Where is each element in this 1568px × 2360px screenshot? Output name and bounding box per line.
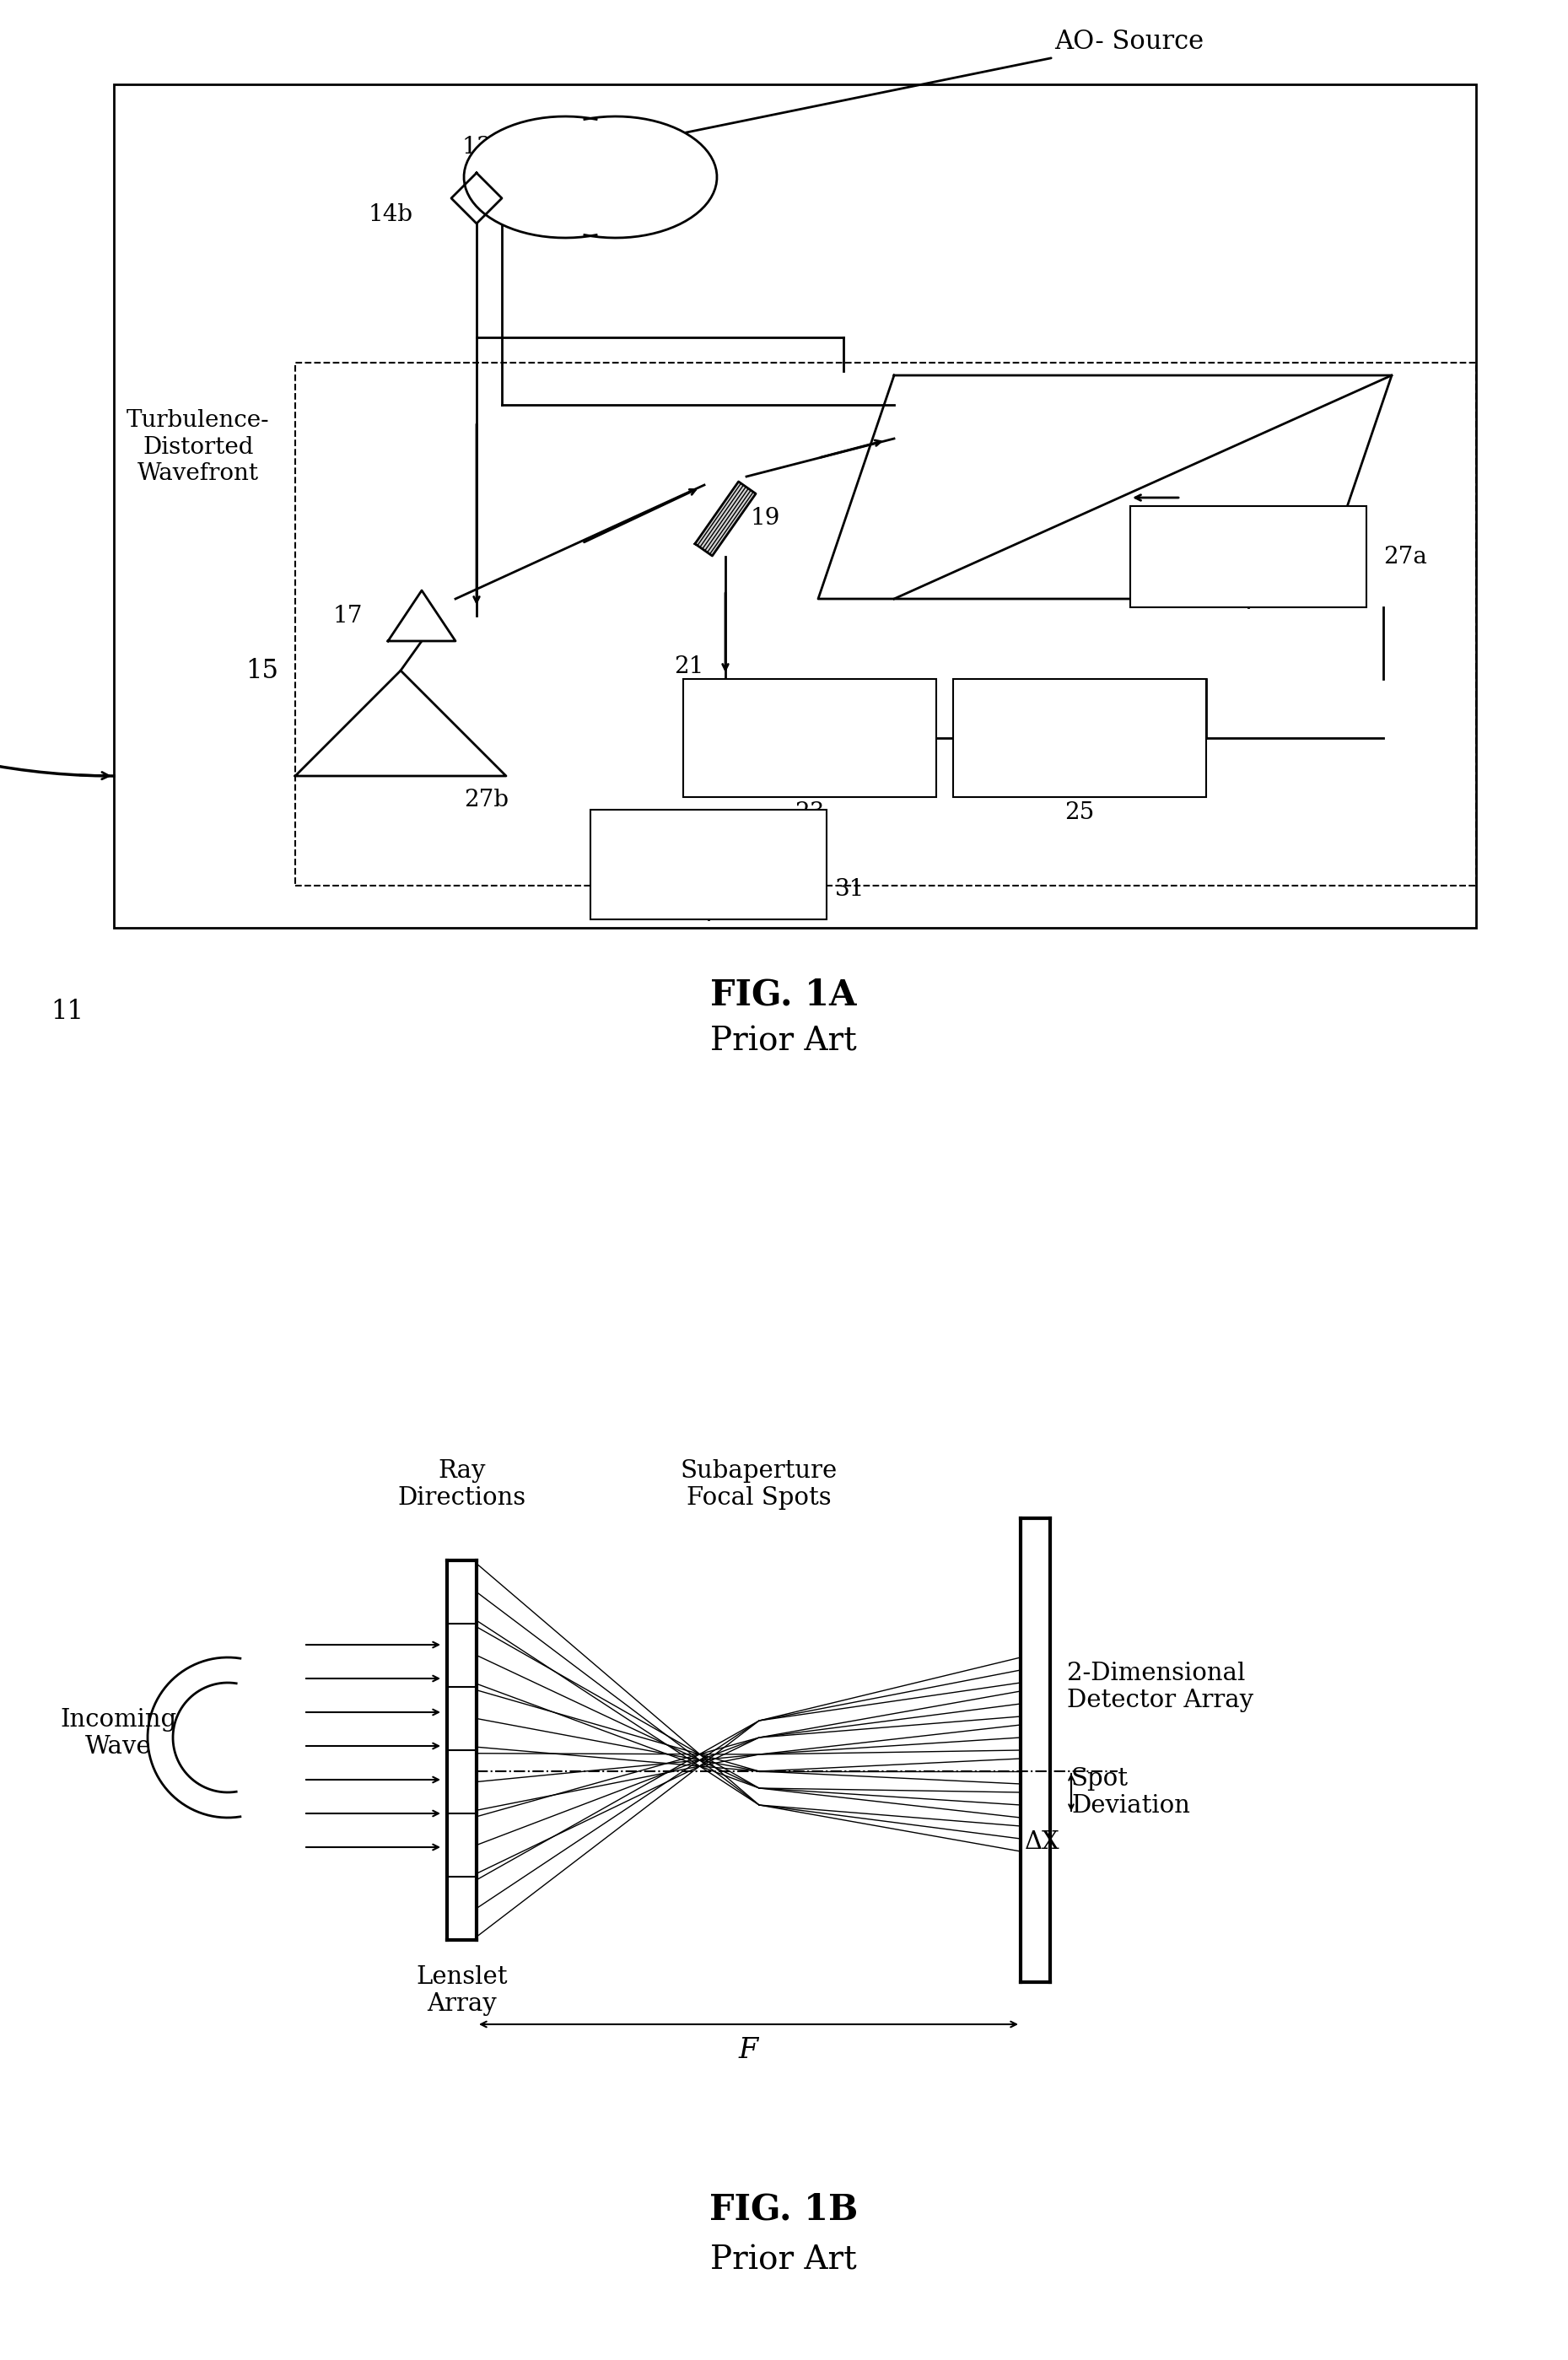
Text: 15: 15 <box>246 658 279 684</box>
Text: Mirror
Driver: Mirror Driver <box>361 710 441 758</box>
Text: Incoming
Wave: Incoming Wave <box>60 1709 176 1758</box>
Text: Mirror
Driver: Mirror Driver <box>1209 531 1287 581</box>
Polygon shape <box>818 375 1392 599</box>
Text: Lenslet
Array: Lenslet Array <box>416 1966 508 2015</box>
Text: 14a: 14a <box>607 127 651 151</box>
Polygon shape <box>464 116 717 238</box>
Text: ΔX: ΔX <box>1025 1831 1060 1855</box>
Bar <box>684 680 936 798</box>
Text: 2-Dimensional
Detector Array: 2-Dimensional Detector Array <box>1066 1661 1253 1713</box>
Text: 11: 11 <box>52 998 85 1024</box>
Polygon shape <box>387 590 455 642</box>
Text: Wavefront
Computer: Wavefront Computer <box>1019 713 1140 762</box>
Text: 17: 17 <box>332 604 362 628</box>
Text: 27a: 27a <box>1383 545 1427 569</box>
Text: 25: 25 <box>1065 802 1094 824</box>
Text: 13: 13 <box>461 137 491 158</box>
Polygon shape <box>295 670 506 776</box>
Text: Wavefront
Computer: Wavefront Computer <box>750 713 870 762</box>
Bar <box>953 680 1206 798</box>
Text: Turbulence-
Distorted
Wavefront: Turbulence- Distorted Wavefront <box>127 408 270 484</box>
Text: AO- Source: AO- Source <box>638 28 1204 144</box>
Text: Prior Art: Prior Art <box>710 2244 856 2275</box>
Text: FIG. 1B: FIG. 1B <box>709 2192 858 2228</box>
Text: 14b: 14b <box>368 203 414 227</box>
Text: F: F <box>739 2037 759 2065</box>
Bar <box>114 85 1475 927</box>
Text: 31: 31 <box>836 878 866 902</box>
Text: 21: 21 <box>674 656 704 677</box>
Text: FIG. 1A: FIG. 1A <box>710 977 856 1012</box>
Polygon shape <box>452 172 502 224</box>
Bar <box>295 363 1475 885</box>
Text: 19: 19 <box>751 507 781 531</box>
Bar <box>591 809 826 920</box>
Text: 27b: 27b <box>464 788 508 812</box>
Text: Imaging
Camera: Imaging Camera <box>660 840 757 890</box>
Text: Spot
Deviation: Spot Deviation <box>1071 1768 1190 1817</box>
Polygon shape <box>695 481 756 557</box>
Text: Prior Art: Prior Art <box>710 1027 856 1057</box>
Bar <box>1131 505 1366 607</box>
Text: 23: 23 <box>795 802 825 824</box>
Text: Subaperture
Focal Spots: Subaperture Focal Spots <box>681 1458 837 1510</box>
Text: Ray
Directions: Ray Directions <box>398 1458 525 1510</box>
